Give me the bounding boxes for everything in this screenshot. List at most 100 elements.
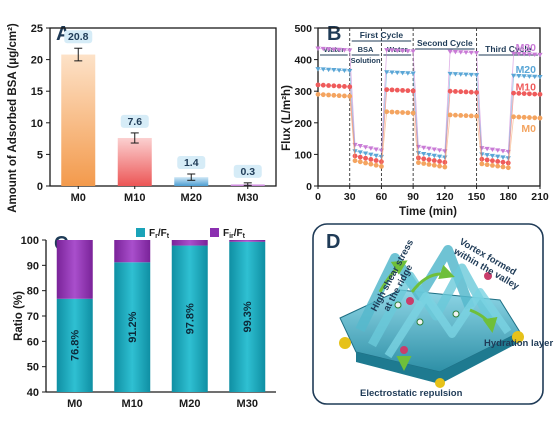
data-point-m20: [489, 153, 496, 159]
data-point-m10: [437, 159, 442, 164]
data-point-m30: [405, 49, 411, 54]
panel-a-frame: [49, 27, 277, 187]
data-point-m30: [394, 48, 400, 54]
y-tick-label: 25: [31, 23, 43, 35]
series-label-m10: M10: [516, 81, 537, 93]
data-point-m10: [431, 158, 437, 163]
data-point-m10: [447, 88, 453, 94]
data-point-m30: [532, 52, 538, 58]
y-tick-label: 10: [31, 118, 43, 130]
panel-c-y-axis-label: Ratio (%): [13, 291, 25, 341]
data-point-m20: [426, 152, 432, 158]
data-point-m10: [394, 87, 400, 93]
series-label-m20: M20: [516, 64, 537, 76]
panel-d-label: D: [326, 231, 340, 253]
data-point-m30: [320, 46, 326, 52]
x-tick-label: 60: [376, 191, 388, 203]
data-point-m10: [347, 84, 353, 90]
data-point-m10: [426, 157, 432, 163]
data-point-m0: [527, 115, 532, 120]
data-point-m30: [452, 49, 459, 55]
data-point-m20: [431, 153, 437, 159]
data-point-m20: [320, 67, 326, 72]
data-point-m30: [458, 50, 464, 55]
data-point-m20: [521, 74, 527, 79]
data-point-m0: [537, 115, 543, 121]
series-label-m30: M30: [516, 42, 537, 54]
x-tick-label: 0: [315, 191, 321, 203]
data-point-m10: [357, 154, 363, 160]
data-point-m20: [357, 150, 363, 155]
data-point-m30: [510, 51, 517, 56]
data-point-m0: [474, 113, 479, 119]
panel-a-bars: 20.8 7.6 1.4 0.3: [61, 30, 265, 186]
electrostatic-repulsion-label: Electrostatic repulsion: [360, 388, 463, 399]
data-point-m30: [473, 50, 480, 56]
vortex-arrow: [410, 264, 455, 293]
data-point-m0: [416, 160, 421, 166]
hydration-layer-label: Hydration layer: [484, 338, 553, 349]
y-tick-label: 90: [27, 260, 39, 272]
data-point-m10: [315, 82, 321, 88]
data-point-m30: [537, 52, 543, 58]
data-point-m10: [342, 84, 347, 89]
x-tick-label: M10: [124, 192, 145, 204]
data-point-m30: [347, 48, 353, 53]
solution-label: Solution: [351, 56, 381, 65]
data-point-m10: [416, 155, 421, 161]
value-label: 20.8: [68, 31, 89, 43]
data-point-m20: [532, 74, 538, 80]
data-point-m0: [389, 109, 395, 115]
data-point-m20: [325, 67, 332, 73]
data-point-m20: [315, 67, 321, 72]
y-tick-label: 100: [294, 149, 312, 161]
x-tick-label: 90: [407, 191, 419, 203]
data-point-m10: [442, 159, 448, 165]
data-point-m10: [521, 91, 527, 97]
data-point-m20: [347, 68, 353, 74]
data-point-m0: [405, 110, 411, 116]
x-tick-label: 210: [531, 191, 549, 203]
y-tick-label: 20: [31, 55, 43, 67]
hydration-arrow: [469, 308, 498, 333]
data-point-m0: [326, 92, 331, 98]
data-point-m20: [331, 68, 337, 73]
data-point-m30: [495, 148, 501, 153]
data-point-m0: [426, 161, 432, 167]
panel-b-label: B: [327, 23, 341, 45]
third-cycle-label: Third Cycle: [485, 44, 532, 54]
data-point-m20: [336, 68, 342, 73]
data-point-m30: [357, 144, 363, 149]
panel-c-bars: 76.8% 91.2% 97.8% 99.3%: [56, 240, 266, 392]
data-point-m20: [405, 71, 411, 76]
data-point-m0: [379, 164, 384, 169]
y-tick-label: 500: [294, 23, 312, 35]
panel-c-axes: 40 50 60 70 80 90 100 M0 M10 M20 M30: [21, 235, 276, 410]
data-point-m30: [410, 49, 416, 54]
protein-molecule: [406, 297, 414, 305]
data-point-m10: [373, 158, 379, 163]
data-point-m0: [315, 91, 321, 97]
value-label: 76.8%: [70, 330, 82, 361]
y-tick-label: 50: [27, 362, 39, 374]
y-tick-label: 100: [21, 235, 39, 247]
data-point-m0: [521, 114, 527, 120]
y-tick-label: 40: [27, 387, 39, 399]
x-tick-label: M20: [181, 192, 202, 204]
bar-m0: [61, 54, 96, 186]
data-point-m0: [342, 93, 347, 99]
second-cycle-label: Second Cycle: [417, 38, 473, 48]
data-point-m10: [326, 83, 331, 88]
bar-m20: [174, 177, 209, 186]
data-point-m20: [447, 71, 453, 77]
data-point-m0: [368, 161, 374, 167]
data-point-m0: [505, 165, 511, 171]
data-point-m10: [368, 156, 374, 162]
data-point-m20: [500, 155, 506, 160]
data-point-m10: [379, 159, 384, 165]
panel-b-data: M30 M20 M10 M0: [315, 42, 543, 171]
protein-molecule: [400, 346, 408, 354]
bar-reversible-m30: [229, 241, 266, 392]
data-point-m30: [426, 146, 432, 151]
